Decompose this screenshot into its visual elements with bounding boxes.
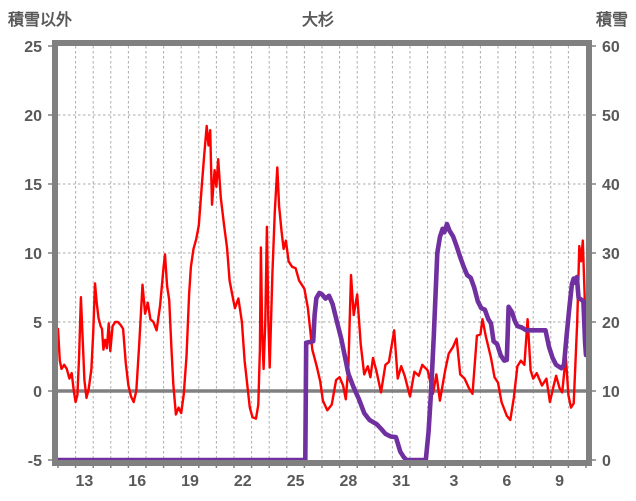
y-right-tick-label: 50: [602, 108, 620, 125]
y-right-tick-label: 30: [602, 246, 620, 263]
y-right-tick-label: 40: [602, 177, 620, 194]
x-tick-label: 9: [555, 473, 564, 490]
y-left-tick-label: 25: [24, 39, 42, 56]
chart-title: 大杉: [301, 12, 335, 29]
left-axis-title: 積雪以外: [8, 12, 73, 29]
x-tick-label: 6: [502, 473, 511, 490]
y-left-tick-label: 5: [33, 315, 42, 332]
x-tick-label: 22: [234, 473, 252, 490]
x-tick-label: 31: [392, 473, 410, 490]
chart-header: 積雪以外 大杉 積雪: [0, 6, 636, 29]
x-tick-label: 16: [128, 473, 146, 490]
series-line-temperature: [56, 124, 588, 422]
right-axis-title: 積雪: [595, 12, 628, 29]
y-left-tick-label: 20: [24, 108, 42, 125]
y-right-tick-label: 60: [602, 39, 620, 56]
series-line-snow: [55, 221, 589, 463]
y-left-tick-label: 10: [24, 246, 42, 263]
x-tick-label: 25: [287, 473, 305, 490]
y-right-tick-label: 10: [602, 384, 620, 401]
y-right-tick-label: 20: [602, 315, 620, 332]
x-tick-label: 28: [340, 473, 358, 490]
y-right-tick-label: 0: [602, 453, 611, 470]
x-tick-label: 19: [181, 473, 199, 490]
y-left-tick-label: 0: [33, 384, 42, 401]
x-tick-label: 13: [76, 473, 94, 490]
plot-border: [52, 40, 592, 466]
y-left-tick-label: 15: [24, 177, 42, 194]
x-tick-label: 3: [450, 473, 459, 490]
y-left-tick-label: -5: [28, 453, 42, 470]
